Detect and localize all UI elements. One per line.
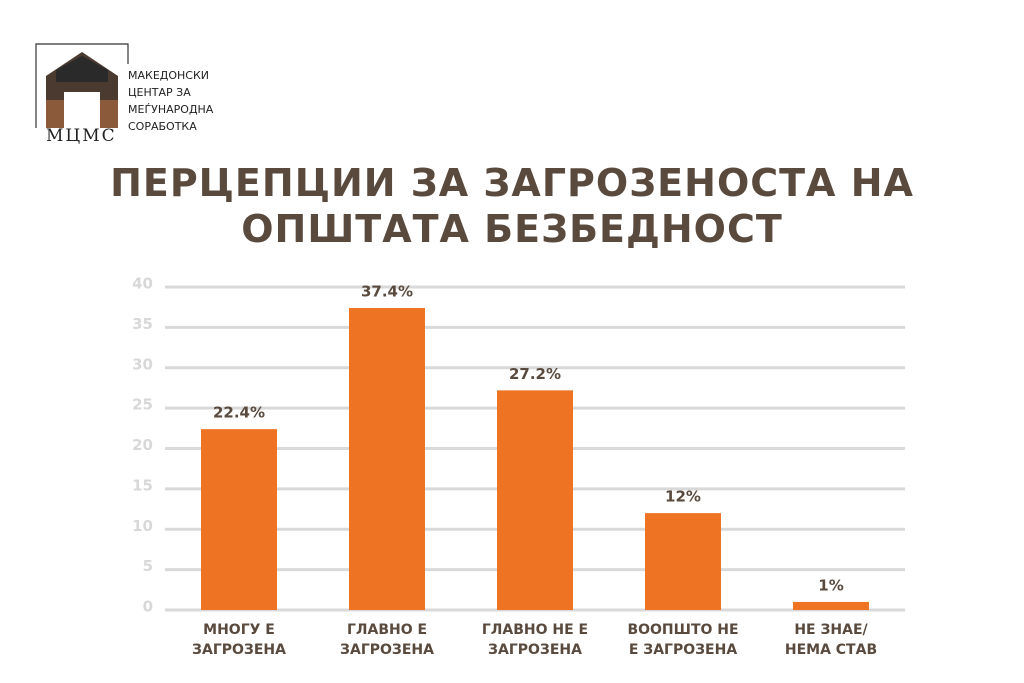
x-tick-label: НЕ ЗНАЕ/ НЕМА СТАВ	[784, 622, 878, 658]
x-tick-label: ГЛАВНО НЕ Е ЗАГРОЗЕНА	[481, 622, 589, 658]
y-tick-label: 20	[132, 436, 153, 454]
y-tick-label: 35	[132, 315, 153, 333]
x-tick-label: ГЛАВНО Е ЗАГРОЗЕНА	[340, 622, 434, 658]
x-tick-label: МНОГУ Е ЗАГРОЗЕНА	[192, 622, 286, 658]
bar	[645, 513, 721, 610]
y-tick-label: 40	[132, 275, 153, 293]
y-tick-label: 25	[132, 396, 153, 414]
bar	[349, 307, 425, 610]
bar	[497, 390, 573, 610]
value-label: 22.4%	[213, 404, 265, 422]
bar	[201, 429, 277, 610]
value-label: 12%	[665, 488, 701, 506]
x-tick-label: ВООПШТО НЕ Е ЗАГРОЗЕНА	[627, 622, 739, 658]
y-tick-label: 10	[132, 517, 153, 535]
y-tick-label: 5	[143, 557, 153, 575]
logo-abbr: МЦМС	[46, 126, 117, 146]
value-label: 1%	[818, 576, 843, 594]
y-tick-label: 30	[132, 355, 153, 373]
y-tick-label: 0	[143, 598, 153, 616]
chart-title: ПЕРЦЕПЦИИ ЗА ЗАГРОЗЕНОСТА НА ОПШТАТА БЕЗ…	[110, 161, 914, 251]
value-label: 27.2%	[509, 365, 561, 383]
logo-name: МАКЕДОНСКИ ЦЕНТАР ЗА МЕЃУНАРОДНА СОРАБОТ…	[128, 69, 214, 133]
y-tick-label: 15	[132, 476, 153, 494]
logo-icon	[35, 43, 129, 128]
value-label: 37.4%	[361, 282, 413, 300]
bar	[793, 601, 869, 610]
